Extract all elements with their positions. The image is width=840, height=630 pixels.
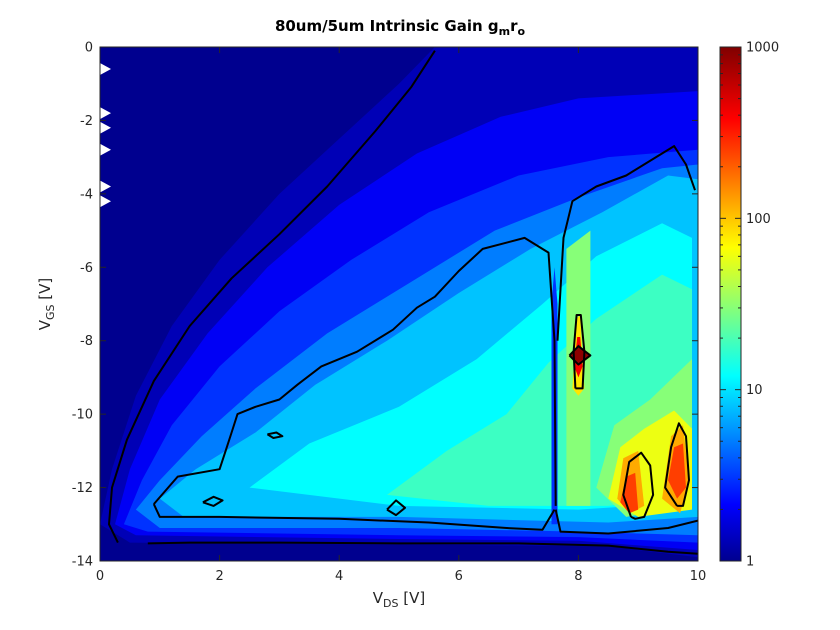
contour-line [152, 503, 556, 531]
contour-line [202, 495, 224, 507]
contour-line [568, 345, 592, 366]
colorbar-gradient [719, 46, 742, 562]
y-axis-label: VGS [V] [36, 278, 57, 331]
x-tick-label: 2 [215, 569, 223, 584]
contour-line [153, 236, 557, 506]
edge-markers [100, 63, 111, 208]
contour-line [147, 541, 698, 555]
y-tick-label: -8 [80, 334, 93, 349]
y-tick-label: -4 [80, 187, 93, 202]
contour-line [622, 451, 655, 520]
contour-line [554, 509, 698, 535]
contour-line [556, 145, 696, 341]
plot-frame [99, 46, 699, 562]
x-tick-label: 4 [335, 569, 343, 584]
filled-contour-regions [100, 47, 698, 558]
x-tick-label: 10 [690, 569, 707, 584]
colorbar-ticks: 1 10 100 1000 [720, 41, 779, 570]
colorbar-tick-label: 100 [746, 212, 771, 227]
contour-line [108, 50, 436, 544]
x-tick-label: 0 [96, 569, 104, 584]
contour-lines [108, 50, 698, 555]
edge-marker [100, 143, 111, 156]
x-axis-label: VDS [V] [373, 589, 425, 610]
x-tick-label: 6 [455, 569, 463, 584]
contour-line [266, 431, 284, 439]
edge-marker [100, 180, 111, 193]
contour-line [386, 499, 406, 517]
colorbar-tick-label: 10 [746, 383, 763, 398]
x-tick-label: 8 [574, 569, 582, 584]
y-tick-label: -2 [80, 114, 93, 129]
edge-marker [100, 63, 111, 76]
chart-title: 80um/5um Intrinsic Gain gmro [275, 17, 526, 38]
y-tick-label: 0 [85, 41, 93, 56]
colorbar-tick-label: 1000 [746, 41, 779, 56]
region-band-250b [668, 443, 686, 499]
y-tick-label: -14 [72, 555, 93, 570]
edge-marker [100, 121, 111, 134]
y-tick-label: -10 [72, 408, 93, 423]
colorbar-tick-label: 1 [746, 555, 754, 570]
colorbar: 1 10 100 1000 [719, 41, 779, 570]
edge-marker [100, 195, 111, 208]
y-tick-label: -6 [80, 261, 93, 276]
y-axis: 0 -2 -4 -6 -8 -10 -12 -14 [72, 41, 698, 570]
contour-line [664, 422, 690, 507]
y-tick-label: -12 [72, 481, 93, 496]
x-axis: 0 2 4 6 8 10 [96, 47, 706, 584]
plot-area [99, 46, 699, 562]
edge-marker [100, 107, 111, 120]
